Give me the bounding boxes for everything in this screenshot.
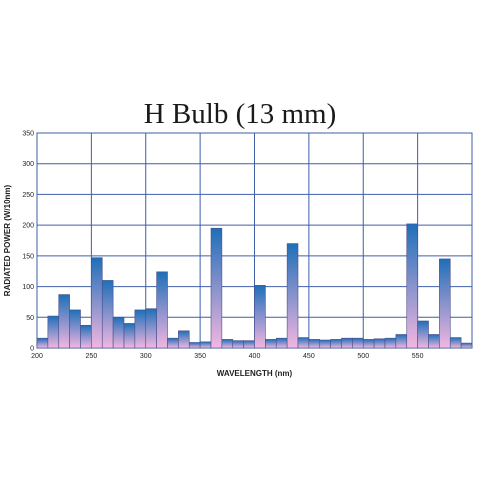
bar (178, 330, 190, 349)
bar (91, 257, 103, 349)
bar (428, 334, 440, 349)
bar (460, 342, 473, 349)
bars (36, 223, 473, 349)
bar (69, 309, 81, 349)
bar (134, 309, 147, 349)
y-tick-label: 350 (22, 131, 34, 138)
bar (58, 294, 70, 349)
x-tick-label: 400 (249, 353, 261, 360)
chart-title: H Bulb (13 mm) (143, 98, 337, 130)
bar (275, 337, 288, 349)
x-tick-label: 450 (303, 353, 315, 360)
y-tick-label: 0 (30, 346, 34, 353)
bar (439, 258, 451, 349)
bar (221, 339, 234, 349)
x-axis-title: WAVELENGTH (nm) (217, 369, 293, 378)
x-tick-label: 250 (86, 353, 98, 360)
y-tick-label: 150 (22, 253, 34, 260)
y-tick-label: 50 (26, 315, 34, 322)
bar (47, 315, 60, 349)
bar (123, 323, 136, 349)
tick-labels: 0 50 100 150 200 250 300 350 200 250 300 350 400 450 5… (22, 131, 423, 361)
bar (319, 339, 331, 349)
bar (362, 339, 375, 349)
bar (297, 337, 310, 349)
bar (199, 341, 212, 349)
y-axis-title: RADIATED POWER (W/10nm) (3, 184, 12, 296)
x-tick-label: 300 (140, 353, 152, 360)
bar (330, 339, 342, 349)
bar (210, 227, 223, 349)
bar (417, 320, 429, 349)
y-tick-label: 100 (22, 284, 34, 291)
bar (243, 340, 255, 349)
bar (384, 337, 397, 349)
y-tick-label: 250 (22, 192, 34, 199)
y-tick-label: 300 (22, 161, 34, 168)
x-tick-label: 550 (412, 353, 424, 360)
bar (254, 285, 266, 349)
bar (449, 337, 462, 349)
bar (232, 340, 244, 349)
bar (36, 337, 49, 349)
bar (101, 280, 114, 349)
x-tick-label: 500 (357, 353, 369, 360)
bar (352, 337, 364, 349)
bar (167, 337, 179, 349)
bar (145, 308, 157, 349)
bar (265, 339, 277, 349)
bar (373, 338, 386, 349)
x-tick-label: 200 (31, 353, 43, 360)
x-tick-label: 350 (194, 353, 206, 360)
bar (406, 223, 418, 349)
y-tick-label: 200 (22, 223, 34, 230)
bar (156, 271, 168, 349)
bar (80, 324, 92, 349)
bar (112, 316, 125, 349)
bar (188, 342, 201, 349)
bar (286, 243, 299, 349)
bar (341, 337, 353, 349)
bar (308, 339, 321, 349)
bar (395, 334, 408, 349)
